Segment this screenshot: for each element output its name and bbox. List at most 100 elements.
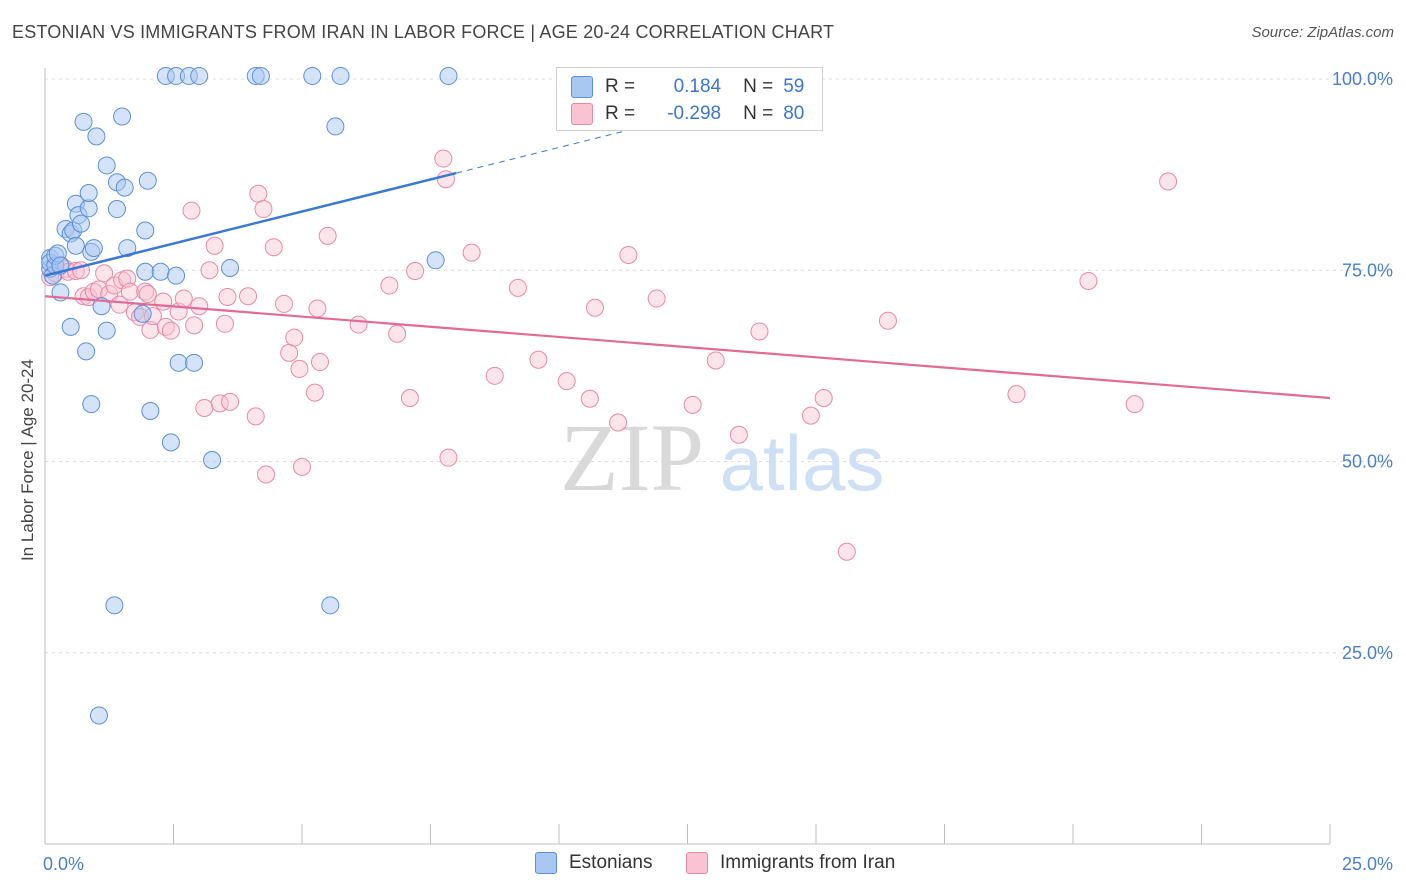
estonians-point [326, 117, 345, 136]
iran-point [185, 316, 204, 335]
n-value-iran: 80 [783, 103, 805, 124]
estonians-point [74, 112, 93, 131]
estonians-point [161, 433, 180, 452]
iran-point [529, 350, 548, 369]
estonians-point [426, 251, 445, 270]
iran-point [1079, 271, 1098, 290]
n-value-estonians: 59 [783, 76, 805, 97]
estonians-point [136, 221, 155, 240]
watermark-zip: ZIP [560, 404, 704, 511]
legend-label-iran: Immigrants from Iran [720, 852, 896, 873]
estonians-point [185, 353, 204, 372]
iran-point [609, 413, 628, 432]
r-value-iran: -0.298 [667, 103, 722, 124]
x-tick-label: 25.0% [1342, 854, 1393, 874]
iran-point [249, 184, 268, 203]
iran-point [388, 324, 407, 343]
estonians-point [79, 199, 98, 218]
iran-point [79, 288, 98, 307]
legend-label-estonians: Estonians [569, 852, 653, 873]
estonians-swatch [535, 852, 557, 874]
iran-point [750, 322, 769, 341]
iran-point [729, 425, 748, 444]
iran-point [837, 542, 856, 561]
r-label: R = [605, 103, 636, 124]
iran-point [585, 298, 604, 317]
n-label: N = [743, 76, 774, 97]
iran-point [290, 359, 309, 378]
iran-point [1159, 172, 1178, 191]
legend-item-iran[interactable]: Immigrants from Iran [686, 852, 895, 874]
iran-point [814, 389, 833, 408]
estonians-point [138, 171, 157, 190]
iran-point [190, 297, 209, 316]
iran-point [400, 389, 419, 408]
bottom-legend: Estonians Immigrants from Iran [0, 850, 1406, 880]
iran-point [221, 392, 240, 411]
iran-point [293, 457, 311, 476]
iran-point [136, 282, 155, 301]
estonians-point [82, 395, 101, 414]
source-credit: Source: ZipAtlas.com [1251, 24, 1394, 41]
estonians-point [303, 66, 322, 85]
estonians-point [89, 706, 108, 725]
iran-point [619, 245, 638, 264]
iran-point [439, 448, 458, 467]
y-tick-label: 100.0% [1332, 69, 1393, 89]
iran-point [508, 278, 527, 297]
r-label: R = [605, 76, 636, 97]
stats-row-estonians: R = 0.184 N = 59 [571, 75, 804, 99]
estonians-swatch [571, 76, 593, 98]
iran-point [264, 238, 283, 257]
y-tick-label: 75.0% [1342, 260, 1393, 280]
estonians-point [133, 304, 152, 323]
iran-point [246, 407, 265, 426]
iran-point [801, 406, 820, 425]
iran-trend-line [44, 295, 1331, 400]
estonians-point [107, 200, 126, 219]
estonians-point [66, 236, 85, 255]
iran-point [706, 351, 725, 370]
estonians-point [71, 214, 90, 233]
iran-point [1125, 395, 1144, 414]
estonians-point [115, 178, 134, 197]
estonians-point [97, 321, 116, 340]
iran-point [200, 261, 219, 280]
iran-point [215, 314, 234, 333]
estonians-point [118, 239, 137, 258]
iran-point [138, 284, 157, 303]
estonians-point [190, 66, 209, 85]
iran-point [110, 295, 129, 314]
iran-point [161, 321, 180, 340]
iran-point [434, 149, 453, 168]
grid-lines [45, 78, 1392, 654]
iran-point [310, 353, 329, 372]
iran-point [141, 320, 160, 339]
estonians-point [113, 107, 132, 126]
iran-point [305, 383, 324, 402]
estonians-point [151, 262, 170, 281]
watermark: ZIP atlas [560, 404, 884, 511]
iran-point [647, 289, 666, 308]
stats-row-iran: R = -0.298 N = 80 [571, 102, 804, 126]
stats-legend-box: R = 0.184 N = 59 R = -0.298 N = 80 [556, 67, 823, 131]
estonians-point [141, 402, 160, 421]
iran-point [182, 201, 201, 220]
iran-point [154, 292, 173, 311]
iran-point [195, 398, 214, 417]
estonians-point [331, 66, 350, 85]
tick-labels: 25.0% 50.0% 75.0% 100.0% 0.0% 25.0% [43, 69, 1393, 874]
iran-point [205, 236, 224, 255]
iran-swatch [571, 103, 593, 125]
iran-point [254, 200, 273, 219]
estonians-point [61, 317, 80, 336]
legend-item-estonians[interactable]: Estonians [535, 852, 652, 874]
estonians-point [79, 183, 98, 202]
iran-point [485, 366, 504, 385]
x-tick-label: 0.0% [43, 854, 84, 874]
iran-point [557, 372, 576, 391]
iran-point [174, 289, 193, 308]
iran-point [308, 299, 327, 318]
iran-point [683, 395, 702, 414]
